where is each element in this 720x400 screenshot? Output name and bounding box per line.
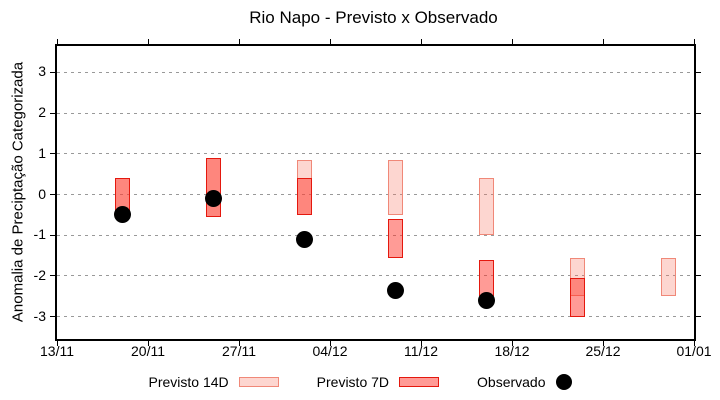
plot-area <box>50 39 701 346</box>
range-bar-7d-swatch-icon <box>399 377 440 387</box>
x-tick-label: 01/01 <box>676 343 712 359</box>
range-bar-14d-swatch-icon <box>238 377 279 387</box>
legend-label-previsto-14d: Previsto 14D <box>148 374 229 390</box>
observed-dot-swatch-icon <box>555 374 572 390</box>
legend: Previsto 14D Previsto 7D Observado <box>0 369 720 395</box>
y-tick-right <box>696 153 701 155</box>
x-tick-label: 04/12 <box>312 343 348 359</box>
y-tick-right <box>696 234 701 236</box>
y-tick-left <box>50 153 55 155</box>
legend-label-previsto-7d: Previsto 7D <box>316 374 390 390</box>
observed-dot <box>386 281 404 299</box>
y-tick-label: 2 <box>38 104 46 121</box>
forecast-7d-bar <box>296 178 312 215</box>
y-tick-label: -3 <box>33 307 46 324</box>
forecast-7d-bar <box>387 218 403 258</box>
forecast-14d-bar <box>660 257 676 297</box>
y-tick-right <box>696 194 701 196</box>
x-tick-bottom <box>511 341 513 346</box>
y-tick-label: -1 <box>33 226 46 243</box>
x-tick-label: 20/11 <box>131 343 165 359</box>
x-tick-label: 11/12 <box>404 343 438 359</box>
x-tick-label: 27/11 <box>222 343 256 359</box>
x-tick-top <box>238 39 240 44</box>
y-tick-left <box>50 316 55 318</box>
x-tick-bottom <box>147 341 149 346</box>
x-tick-top <box>511 39 513 44</box>
gridline-y-3 <box>57 71 694 73</box>
observed-dot <box>295 230 313 248</box>
gridline-y--2 <box>57 275 694 277</box>
x-tick-top <box>420 39 422 44</box>
y-tick-right <box>696 316 701 318</box>
x-tick-top <box>602 39 604 44</box>
y-tick-left <box>50 71 55 73</box>
forecast-7d-bar <box>569 277 585 317</box>
x-tick-label: 18/12 <box>494 343 530 359</box>
y-tick-label: -2 <box>33 266 46 283</box>
x-tick-bottom <box>602 341 604 346</box>
x-tick-bottom <box>238 341 240 346</box>
y-tick-right <box>696 275 701 277</box>
legend-item-previsto-7d: Previsto 7D <box>316 374 440 390</box>
y-tick-right <box>696 71 701 73</box>
x-tick-top <box>56 39 58 44</box>
y-tick-label: 3 <box>38 63 46 80</box>
x-tick-label: 25/12 <box>585 343 621 359</box>
legend-item-previsto-14d: Previsto 14D <box>149 374 279 390</box>
x-tick-top <box>147 39 149 44</box>
x-tick-top <box>329 39 331 44</box>
chart-title: Rio Napo - Previsto x Observado <box>249 8 498 27</box>
observed-dot <box>477 291 495 309</box>
forecast-14d-bar <box>478 178 494 236</box>
y-tick-left <box>50 112 55 114</box>
y-tick-left <box>50 234 55 236</box>
x-tick-bottom <box>420 341 422 346</box>
gridline-y-1 <box>57 153 694 155</box>
observed-dot <box>204 190 222 208</box>
y-tick-right <box>696 112 701 114</box>
x-tick-top <box>693 39 695 44</box>
observed-dot <box>113 206 131 224</box>
forecast-7d-bar <box>205 157 221 217</box>
gridline-y--1 <box>57 234 694 236</box>
forecast-14d-bar <box>387 159 403 215</box>
legend-label-observado: Observado <box>477 374 546 390</box>
y-tick-label: 0 <box>38 185 46 202</box>
gridline-y--3 <box>57 316 694 318</box>
y-tick-left <box>50 275 55 277</box>
forecast-7d-bar <box>478 259 494 297</box>
gridline-y-0 <box>57 194 694 196</box>
y-tick-left <box>50 194 55 196</box>
x-tick-bottom <box>56 341 58 346</box>
y-tick-label: 1 <box>38 144 46 161</box>
x-tick-bottom <box>329 341 331 346</box>
legend-item-observado: Observado <box>477 374 572 390</box>
x-tick-bottom <box>693 341 695 346</box>
forecast-14d-bar <box>569 257 585 297</box>
gridline-y-2 <box>57 112 694 114</box>
x-tick-label: 13/11 <box>40 343 74 359</box>
